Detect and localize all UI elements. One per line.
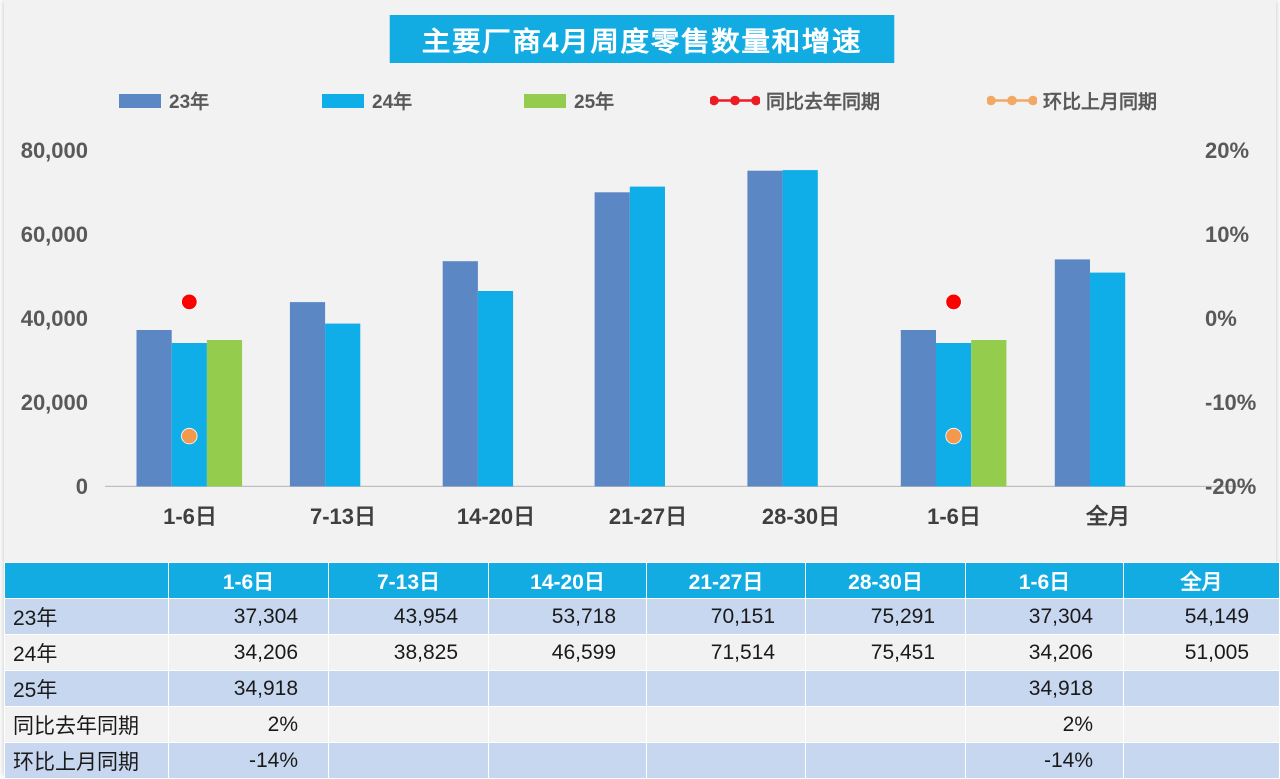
svg-text:14-20日: 14-20日	[457, 504, 535, 529]
svg-text:28-30日: 28-30日	[762, 504, 840, 529]
svg-text:7-13日: 7-13日	[310, 504, 376, 529]
svg-text:-10%: -10%	[1205, 390, 1256, 415]
svg-text:1-6日: 1-6日	[927, 504, 981, 529]
svg-text:-20%: -20%	[1205, 474, 1256, 499]
svg-text:21-27日: 21-27日	[609, 504, 687, 529]
svg-text:40,000: 40,000	[21, 306, 88, 331]
svg-text:全月: 全月	[1085, 504, 1130, 529]
svg-text:10%: 10%	[1205, 222, 1249, 247]
svg-text:20%: 20%	[1205, 138, 1249, 163]
svg-text:80,000: 80,000	[21, 138, 88, 163]
svg-text:20,000: 20,000	[21, 390, 88, 415]
svg-text:0: 0	[76, 474, 88, 499]
svg-text:1-6日: 1-6日	[163, 504, 217, 529]
svg-text:0%: 0%	[1205, 306, 1237, 331]
svg-text:60,000: 60,000	[21, 222, 88, 247]
